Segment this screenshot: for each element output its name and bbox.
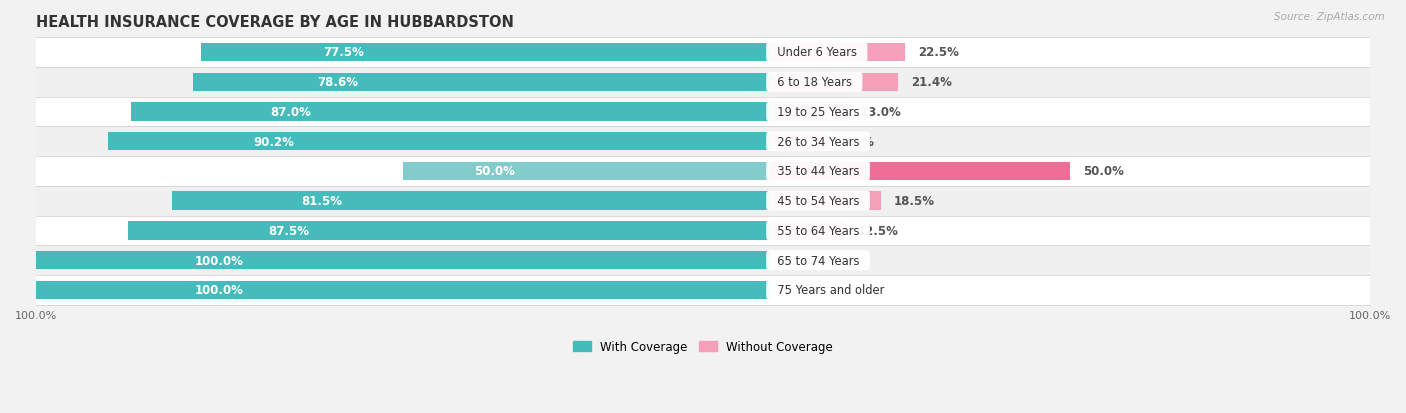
- Bar: [37, 252, 769, 270]
- Text: 0.0%: 0.0%: [783, 254, 815, 267]
- Text: 9.8%: 9.8%: [842, 135, 875, 148]
- Bar: [128, 222, 769, 240]
- Bar: [37, 127, 1369, 157]
- Text: 87.0%: 87.0%: [270, 106, 312, 119]
- Bar: [37, 246, 1369, 275]
- Text: Source: ZipAtlas.com: Source: ZipAtlas.com: [1274, 12, 1385, 22]
- Bar: [37, 38, 1369, 68]
- Bar: [37, 157, 1369, 186]
- Bar: [769, 192, 880, 210]
- Text: 100.0%: 100.0%: [195, 254, 245, 267]
- Bar: [132, 103, 769, 121]
- Bar: [37, 68, 1369, 97]
- Text: 35 to 44 Years: 35 to 44 Years: [769, 165, 866, 178]
- Bar: [769, 162, 1070, 181]
- Text: HEALTH INSURANCE COVERAGE BY AGE IN HUBBARDSTON: HEALTH INSURANCE COVERAGE BY AGE IN HUBB…: [37, 15, 515, 30]
- Text: 21.4%: 21.4%: [911, 76, 952, 89]
- Bar: [769, 103, 848, 121]
- Bar: [37, 275, 1369, 305]
- Bar: [172, 192, 769, 210]
- Text: 78.6%: 78.6%: [316, 76, 357, 89]
- Text: 6 to 18 Years: 6 to 18 Years: [769, 76, 859, 89]
- Text: 0.0%: 0.0%: [783, 284, 815, 297]
- Text: 50.0%: 50.0%: [474, 165, 515, 178]
- Bar: [404, 162, 769, 181]
- Bar: [37, 97, 1369, 127]
- Text: 90.2%: 90.2%: [253, 135, 294, 148]
- Bar: [769, 74, 898, 92]
- Bar: [201, 44, 769, 62]
- Text: 77.5%: 77.5%: [323, 46, 364, 59]
- Text: 45 to 54 Years: 45 to 54 Years: [769, 195, 866, 208]
- Text: 26 to 34 Years: 26 to 34 Years: [769, 135, 866, 148]
- Bar: [769, 44, 904, 62]
- Text: 81.5%: 81.5%: [301, 195, 342, 208]
- Text: Under 6 Years: Under 6 Years: [769, 46, 863, 59]
- Bar: [193, 74, 769, 92]
- Text: 22.5%: 22.5%: [918, 46, 959, 59]
- Text: 12.5%: 12.5%: [858, 224, 898, 237]
- Text: 50.0%: 50.0%: [1083, 165, 1123, 178]
- Text: 65 to 74 Years: 65 to 74 Years: [769, 254, 866, 267]
- Bar: [769, 133, 828, 151]
- Text: 87.5%: 87.5%: [267, 224, 309, 237]
- Bar: [37, 216, 1369, 246]
- Bar: [37, 281, 769, 299]
- Text: 13.0%: 13.0%: [860, 106, 901, 119]
- Text: 100.0%: 100.0%: [195, 284, 245, 297]
- Text: 18.5%: 18.5%: [894, 195, 935, 208]
- Bar: [37, 186, 1369, 216]
- Text: 75 Years and older: 75 Years and older: [769, 284, 891, 297]
- Text: 19 to 25 Years: 19 to 25 Years: [769, 106, 866, 119]
- Text: 55 to 64 Years: 55 to 64 Years: [769, 224, 866, 237]
- Bar: [769, 222, 845, 240]
- Legend: With Coverage, Without Coverage: With Coverage, Without Coverage: [568, 335, 838, 358]
- Bar: [108, 133, 769, 151]
